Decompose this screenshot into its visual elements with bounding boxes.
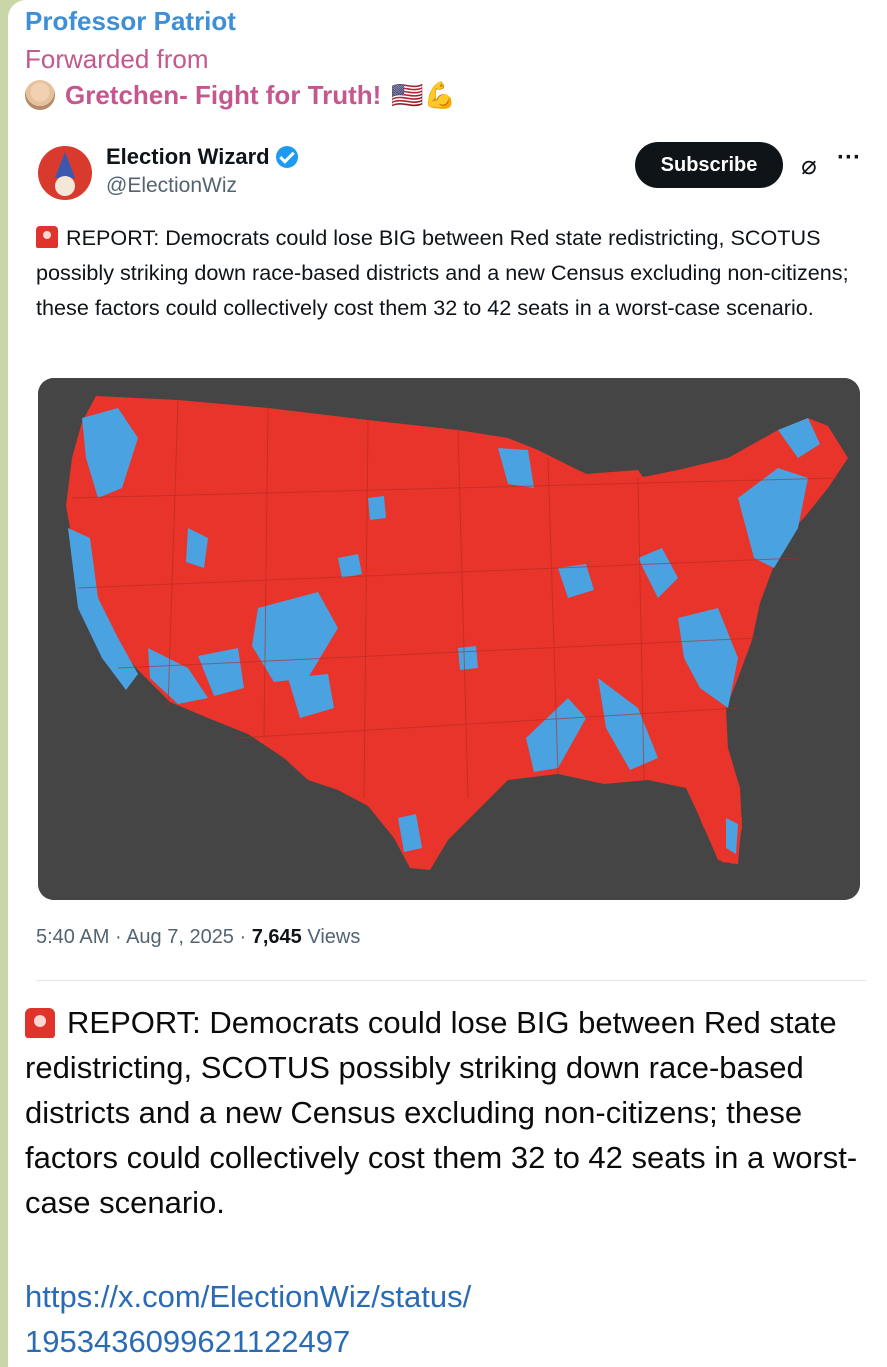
siren-icon [25,1008,55,1038]
message-link-line1[interactable]: https://x.com/ElectionWiz/status/ [25,1279,472,1314]
origin-channel-name[interactable]: Gretchen- Fight for Truth! [65,79,382,110]
state-borders [71,399,839,799]
tweet-author-avatar [38,146,92,200]
tweet-views-label: Views [301,926,361,948]
verified-badge-icon [275,146,298,168]
sender-name[interactable]: Professor Patriot [25,6,236,36]
wizard-hat-icon [55,152,75,178]
message-link-line2[interactable]: 1953436099621122497 [25,1324,351,1359]
meta-separator: · [109,926,127,948]
message-text: REPORT: Democrats could lose BIG between… [25,1000,875,1225]
tweet-divider [36,980,866,981]
us-county-map-image [38,378,860,900]
message-text-content: REPORT: Democrats could lose BIG between… [25,1005,858,1220]
message-link[interactable]: https://x.com/ElectionWiz/status/ 195343… [25,1274,875,1364]
origin-avatar[interactable] [25,80,55,110]
message-bubble: Professor Patriot Forwarded from Gretche… [8,0,887,1367]
origin-emoji: 🇺🇸💪 [391,79,457,110]
tweet-screenshot[interactable]: Election Wizard @ElectionWiz Subscribe ⌀… [8,120,887,981]
siren-icon [36,226,58,248]
us-county-map [38,378,860,900]
tweet-date: Aug 7, 2025 [126,926,234,948]
michigan-shape [586,470,658,558]
tweet-time: 5:40 AM [36,926,110,948]
tweet-views-count: 7,645 [251,926,302,948]
grok-icon: ⌀ [801,150,817,180]
tweet-author-handle: @ElectionWiz [106,174,238,197]
meta-separator: · [233,926,252,948]
tweet-author-name-text: Election Wizard [106,144,270,169]
tweet-meta: 5:40 AM · Aug 7, 2025 · 7,645 Views [36,926,360,949]
tweet-text: REPORT: Democrats could lose BIG between… [36,220,866,325]
tweet-author-name: Election Wizard [106,144,298,170]
subscribe-button: Subscribe [635,142,783,188]
wizard-face-icon [55,176,75,196]
more-options-icon: ··· [837,144,861,171]
forwarded-origin[interactable]: Gretchen- Fight for Truth! 🇺🇸💪 [25,78,456,112]
forwarded-label: Forwarded from [25,44,209,74]
tweet-text-content: REPORT: Democrats could lose BIG between… [36,225,849,320]
